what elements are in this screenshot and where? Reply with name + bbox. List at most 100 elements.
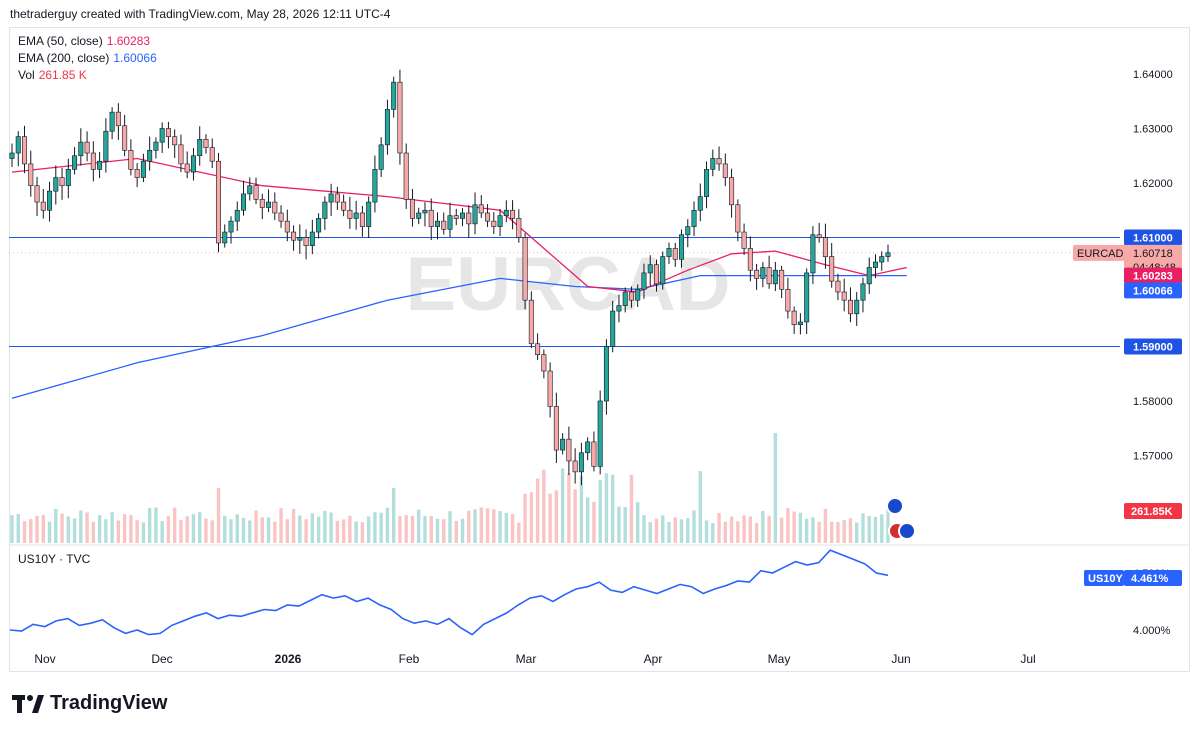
candle-body xyxy=(647,264,653,274)
volume-bar xyxy=(467,510,471,543)
candle-body xyxy=(309,231,315,246)
volume-bar xyxy=(623,507,627,543)
candle-body xyxy=(215,160,221,244)
legend-ema50[interactable]: EMA (50, close) 1.60283 xyxy=(18,33,150,49)
candle-body xyxy=(122,125,128,151)
candle-body xyxy=(78,141,84,157)
candle-body xyxy=(610,310,616,347)
volume-bar xyxy=(567,473,571,543)
volume-bar xyxy=(379,512,383,543)
candle-body xyxy=(854,299,860,315)
candle-body xyxy=(397,81,403,154)
chart-frame xyxy=(9,27,1190,672)
legend-volume[interactable]: Vol 261.85 K xyxy=(18,67,87,83)
volume-bar xyxy=(610,474,615,543)
volume-bar xyxy=(172,507,177,543)
volume-bar xyxy=(848,518,853,543)
volume-bar xyxy=(742,515,746,543)
candle-body xyxy=(672,248,678,260)
us10y-symbol-badge xyxy=(1084,570,1124,586)
volume-bar xyxy=(717,513,721,543)
candle-body xyxy=(491,220,497,227)
volume-bar xyxy=(604,473,609,543)
candle-body xyxy=(510,209,516,219)
symbol-badge-text: EURCAD xyxy=(1077,248,1124,260)
chart-attribution: thetraderguy created with TradingView.co… xyxy=(10,7,391,21)
candle-body xyxy=(209,147,215,162)
time-axis-label: May xyxy=(768,652,791,666)
volume-badge xyxy=(1124,503,1182,519)
candle-body xyxy=(729,177,735,206)
candle-body xyxy=(409,199,415,219)
candle-body xyxy=(22,136,28,165)
candle-body xyxy=(140,160,146,178)
volume-bar xyxy=(485,508,490,543)
candle-body xyxy=(541,354,547,372)
volume-bar xyxy=(542,469,546,543)
candle-body xyxy=(90,152,96,170)
volume-bar xyxy=(686,518,690,543)
candle-body xyxy=(885,252,891,257)
volume-bar xyxy=(779,517,784,543)
candle-body xyxy=(628,291,634,301)
candle-body xyxy=(72,155,78,170)
volume-bar xyxy=(241,517,246,543)
volume-bar xyxy=(122,514,127,543)
time-axis-label: Mar xyxy=(516,652,537,666)
candle-body xyxy=(9,152,15,159)
candle-body xyxy=(165,128,171,137)
candle-body xyxy=(547,370,553,407)
volume-bar xyxy=(223,515,227,543)
price-axis-label: 1.64000 xyxy=(1133,69,1173,81)
price-axis-label: 1.63000 xyxy=(1133,124,1173,136)
candle-body xyxy=(535,343,541,355)
volume-bar xyxy=(698,471,702,543)
price-axis-label: 1.57000 xyxy=(1133,451,1173,463)
volume-bar xyxy=(260,517,264,543)
time-axis-label: Dec xyxy=(151,652,172,666)
volume-bar xyxy=(316,516,321,543)
candle-body xyxy=(860,283,866,301)
last-price-text: 1.60718 xyxy=(1133,248,1173,260)
candle-body xyxy=(47,190,53,211)
us10y-title: US10Y · TVC xyxy=(18,552,91,566)
candle-body xyxy=(234,209,240,222)
volume-bar xyxy=(867,515,871,543)
volume-bar xyxy=(842,520,846,543)
candle-body xyxy=(297,237,303,241)
volume-bar xyxy=(573,489,577,543)
volume-bar xyxy=(817,521,821,543)
volume-bar xyxy=(617,506,621,543)
candle-body xyxy=(391,81,397,110)
legend-ema50-value: 1.60283 xyxy=(106,34,151,48)
volume-bar xyxy=(804,518,809,543)
legend-vol-value: 261.85 K xyxy=(38,68,87,82)
volume-bar xyxy=(373,512,377,543)
volume-bar xyxy=(792,511,796,543)
tradingview-logo[interactable]: TradingView xyxy=(12,692,167,715)
candle-body xyxy=(847,299,853,315)
candle-body xyxy=(810,234,816,274)
volume-bar xyxy=(97,515,102,543)
candle-body xyxy=(266,201,272,208)
candle-body xyxy=(441,220,447,230)
volume-bar xyxy=(354,521,358,543)
candle-body xyxy=(428,209,434,227)
volume-bar xyxy=(129,515,133,543)
volume-bar xyxy=(829,521,834,543)
volume-bar xyxy=(648,522,652,543)
volume-bar xyxy=(229,519,233,543)
volume-bar xyxy=(460,518,465,543)
candle-body xyxy=(679,234,685,260)
volume-bar xyxy=(723,521,728,543)
volume-bar xyxy=(10,515,14,543)
volume-bar xyxy=(579,476,584,543)
candle-body xyxy=(866,267,872,285)
candle-body xyxy=(747,248,753,271)
volume-bar xyxy=(754,522,759,543)
legend-ema200[interactable]: EMA (200, close) 1.60066 xyxy=(18,50,157,66)
volume-bar xyxy=(35,515,39,543)
candle-body xyxy=(353,212,359,219)
candle-body xyxy=(359,212,365,227)
